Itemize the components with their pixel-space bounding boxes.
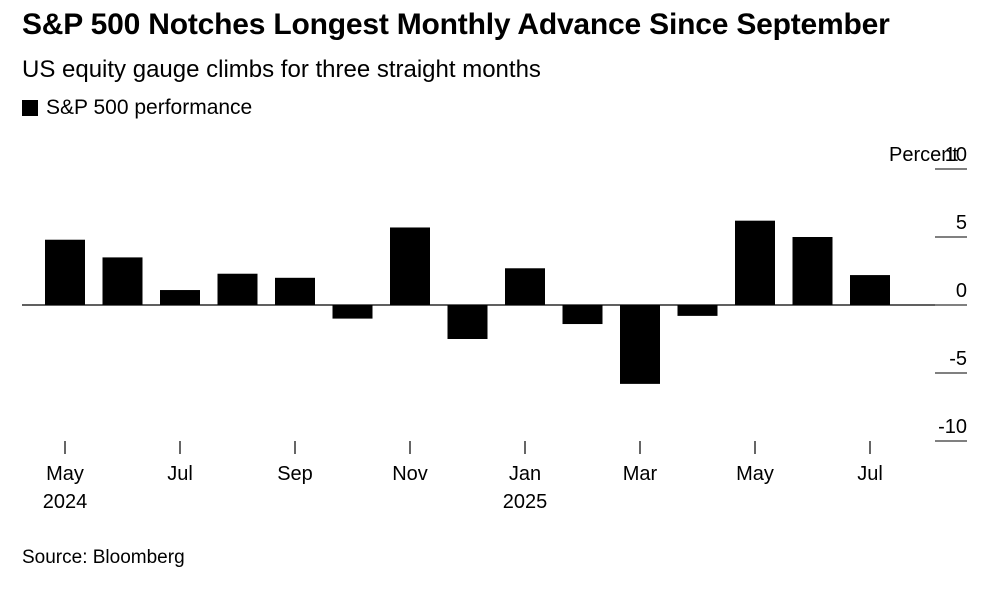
y-axis-unit-label: Percent [889,144,958,166]
y-axis: 10 5 0 -5 -10 Percent [889,144,967,442]
x-tick-year-label: 2025 [503,491,548,513]
bar: Nov 2024: 5.7 [390,227,430,305]
y-tick-label: 5 [956,212,967,234]
legend: S&P 500 performance [22,96,252,120]
y-tick-label: -5 [949,348,967,370]
bar: Jul 2024: 1.1 [160,290,200,305]
x-axis: May 2024 Jul Sep Nov Jan 2025 Mar May Jul [43,441,883,513]
x-tick-label: Jul [167,463,193,485]
x-tick-label: Jul [857,463,883,485]
bar: Apr 2025: -0.8 [677,305,718,316]
bars: May 2024: 4.8 Jun 2024: 3.5 Jul 2024: 1.1 A… [22,220,935,384]
bar: Jan 2025: 2.7 [505,268,545,305]
legend-label: S&P 500 performance [46,96,253,119]
x-tick-label: Jan [509,463,541,485]
legend-swatch [22,100,38,116]
source-note: Source: Bloomberg [22,547,185,568]
x-tick-label: May [736,463,774,485]
x-tick-label: Sep [277,463,313,485]
bar: Jun 2024: 3.5 [102,257,143,305]
x-tick-label: May [46,463,84,485]
bar: Oct 2024: -1 [332,305,373,319]
y-tick-label: 0 [956,280,967,302]
bar: May 2024: 4.8 [45,239,85,305]
bar: Jul 2025: 2.2 [850,275,890,305]
bar: Aug 2024: 2.3 [217,273,258,305]
bar: Sep 2024: 2 [275,277,315,305]
bar: Dec 2024: -2.5 [447,305,488,339]
x-tick-label: Mar [623,463,658,485]
bar: Mar 2025: -5.8 [620,305,660,384]
x-tick-year-label: 2024 [43,491,88,513]
y-tick-label: -10 [938,416,967,438]
y-tick-label: 10 [945,144,967,166]
bar: May 2025: 6.2 [735,220,775,305]
bar: Feb 2025: -1.4 [562,305,603,325]
x-tick-label: Nov [392,463,428,485]
chart-subtitle: US equity gauge climbs for three straigh… [22,56,541,83]
chart-title: S&P 500 Notches Longest Monthly Advance … [22,8,890,41]
bar: Jun 2025: 5 [792,237,833,305]
